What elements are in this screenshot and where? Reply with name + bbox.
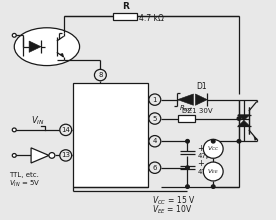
Polygon shape — [238, 115, 250, 120]
Text: 8: 8 — [98, 72, 103, 78]
Text: $V_{IN}$: $V_{IN}$ — [31, 114, 45, 127]
Circle shape — [237, 139, 241, 143]
Circle shape — [60, 124, 72, 136]
Text: 1: 1 — [153, 97, 157, 103]
Text: TTL, etc.: TTL, etc. — [9, 172, 39, 178]
Text: $V_{IN}$ = 5V: $V_{IN}$ = 5V — [9, 179, 41, 189]
Text: DZ1 30V: DZ1 30V — [182, 108, 212, 114]
Circle shape — [211, 139, 215, 143]
Ellipse shape — [14, 28, 79, 66]
Circle shape — [186, 185, 189, 188]
Circle shape — [60, 150, 72, 161]
Text: +: + — [197, 160, 204, 169]
Text: 5: 5 — [153, 116, 157, 121]
Circle shape — [12, 154, 16, 157]
Text: 6: 6 — [153, 165, 157, 171]
Circle shape — [211, 185, 215, 188]
Text: 47μF: 47μF — [197, 153, 215, 159]
Text: $V_{EE}$: $V_{EE}$ — [207, 167, 219, 176]
Bar — [177, 115, 195, 122]
Circle shape — [12, 33, 16, 37]
Text: 4.7 kΩ: 4.7 kΩ — [139, 14, 164, 23]
Text: 13: 13 — [61, 152, 70, 158]
Circle shape — [49, 153, 55, 158]
Text: D1: D1 — [196, 82, 207, 91]
Polygon shape — [31, 148, 49, 163]
Text: +: + — [197, 144, 204, 153]
Polygon shape — [29, 41, 41, 52]
Text: 4: 4 — [153, 138, 157, 144]
Circle shape — [203, 139, 223, 158]
Polygon shape — [60, 53, 64, 57]
Polygon shape — [195, 94, 207, 105]
Bar — [73, 82, 148, 187]
Bar — [113, 13, 137, 20]
Text: $V_{EE}$ = 10V: $V_{EE}$ = 10V — [152, 204, 192, 216]
Circle shape — [203, 162, 223, 181]
Circle shape — [186, 166, 189, 169]
Circle shape — [237, 117, 241, 120]
Circle shape — [149, 94, 161, 105]
Circle shape — [149, 162, 161, 173]
Circle shape — [149, 136, 161, 147]
Polygon shape — [177, 94, 193, 105]
Text: R: R — [122, 2, 129, 11]
Text: 14: 14 — [61, 127, 70, 133]
Text: $V_{CC}$ = 15 V: $V_{CC}$ = 15 V — [152, 194, 195, 207]
Circle shape — [149, 113, 161, 124]
Circle shape — [12, 128, 16, 132]
Text: $V_{CC}$: $V_{CC}$ — [207, 144, 219, 153]
Polygon shape — [238, 120, 250, 126]
Circle shape — [186, 139, 189, 143]
Text: $R_{ext}$: $R_{ext}$ — [179, 104, 194, 114]
Polygon shape — [254, 137, 258, 140]
Circle shape — [94, 69, 106, 81]
Text: 47μF: 47μF — [197, 169, 215, 174]
